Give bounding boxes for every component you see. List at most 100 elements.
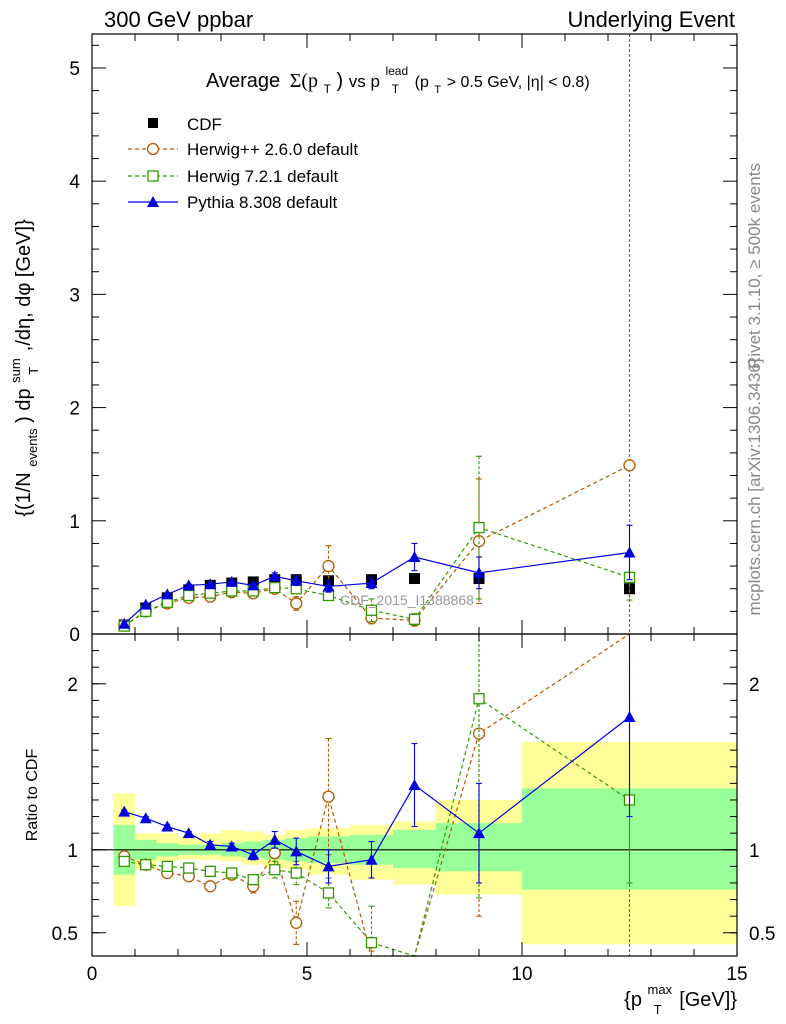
top-point-pythia xyxy=(268,570,281,582)
title-sigma: Σ(p xyxy=(290,70,318,92)
legend-marker-herwig7 xyxy=(147,170,159,182)
analysis-watermark: CDF_2015_I1388868 xyxy=(340,592,474,608)
title-sub-t: T xyxy=(324,82,332,96)
x-axis-label: {p max T [GeV]} xyxy=(624,977,737,1019)
top-y-axis-label: {(1/N events ) dp sum T ,/dη, dφ [GeV]} xyxy=(3,219,43,517)
legend-label-cdf: CDF xyxy=(187,115,222,134)
header-right: Underlying Event xyxy=(567,7,735,32)
top-point-pythia xyxy=(161,588,174,600)
ratio-series-layer xyxy=(118,633,636,957)
legend-label-herwigpp: Herwig++ 2.6.0 default xyxy=(187,140,358,159)
ratio-point-herwig7 xyxy=(365,937,378,949)
top-point-herwigpp xyxy=(322,559,335,573)
ratio-y-tick-label: 1 xyxy=(67,841,78,862)
top-y-tick-label: 3 xyxy=(69,285,80,306)
ratio-point-herwigpp xyxy=(322,790,335,803)
top-point-pythia xyxy=(247,579,260,591)
ratio-point-herwig7 xyxy=(118,855,130,868)
ratio-y-tick-label: 0.5 xyxy=(52,924,78,945)
ratio-point-herwigpp xyxy=(204,880,217,893)
ratio-point-pythia xyxy=(322,860,335,872)
top-point-pythia xyxy=(182,579,195,591)
ylabel-part1: {(1/N xyxy=(13,472,35,516)
top-point-herwig7 xyxy=(183,589,195,602)
ylabel-part3: ,/dη, dφ [GeV]} xyxy=(13,219,35,351)
x-tick-label: 15 xyxy=(726,964,747,985)
ratio-y-tick-label-right: 2 xyxy=(749,675,760,696)
top-point-herwig7 xyxy=(408,613,421,625)
title-cuts: (p xyxy=(415,74,429,91)
ratio-point-herwig7 xyxy=(161,860,173,873)
legend-marker-cdf xyxy=(148,118,158,128)
top-point-pythia xyxy=(322,580,335,592)
top-line-herwig7 xyxy=(123,526,630,627)
ratio-point-pythia xyxy=(204,838,217,850)
title-sub-t2: T xyxy=(392,82,400,96)
ratio-point-pythia xyxy=(182,827,195,839)
title-sub-t3: T xyxy=(434,84,441,96)
top-point-pythia xyxy=(473,566,485,578)
ratio-y-tick-label-right: 0.5 xyxy=(749,924,775,945)
top-y-tick-label: 4 xyxy=(69,172,80,193)
ratio-point-pythia xyxy=(473,827,485,839)
ratio-point-herwig7 xyxy=(269,864,281,876)
ratio-point-herwigpp xyxy=(268,846,281,860)
ratio-y-axis-label: Ratio to CDF xyxy=(24,749,41,842)
ratio-point-pythia xyxy=(247,848,260,860)
ylabel-sup-sum: sum xyxy=(8,358,23,383)
top-point-herwig7 xyxy=(365,604,378,616)
ratio-point-pythia xyxy=(268,833,281,845)
ratio-point-herwig7 xyxy=(473,693,485,705)
top-point-pythia xyxy=(225,575,238,587)
xlabel-part1: {p xyxy=(624,989,642,1011)
legend-label-pythia: Pythia 8.308 default xyxy=(187,193,338,212)
top-point-pythia xyxy=(204,578,217,590)
header-left: 300 GeV ppbar xyxy=(104,7,253,32)
top-point-pythia xyxy=(139,598,152,610)
top-line-pythia xyxy=(123,551,630,625)
ratio-point-herwig7 xyxy=(140,859,152,871)
top-y-tick-label: 1 xyxy=(69,512,80,533)
top-point-cdf xyxy=(409,573,420,585)
ratio-point-herwig7 xyxy=(290,867,302,879)
plot-title: Average Σ(p T ) vs p lead T (p T > 0.5 G… xyxy=(206,58,590,98)
top-pythia xyxy=(118,524,636,629)
ratio-plot-frame xyxy=(91,633,738,957)
top-point-herwig7 xyxy=(473,521,485,534)
title-cuts-rest: > 0.5 GeV, |η| < 0.8) xyxy=(447,74,590,91)
xlabel-part2: [GeV]} xyxy=(679,989,737,1011)
ratio-point-herwig7 xyxy=(322,887,335,899)
ylabel-sub-t: T xyxy=(26,367,41,375)
top-point-pythia xyxy=(623,546,636,558)
ratio-point-pythia xyxy=(408,779,421,791)
ratio-point-pythia xyxy=(118,805,131,817)
x-tick-label: 0 xyxy=(87,964,98,985)
rivet-label: Rivet 3.1.10, ≥ 500k events xyxy=(745,163,764,369)
ratio-point-pythia xyxy=(290,845,303,857)
top-point-pythia xyxy=(118,617,131,629)
ratio-point-pythia xyxy=(225,840,238,852)
ratio-point-herwig7 xyxy=(247,873,259,886)
legend: CDF Herwig++ 2.6.0 default Herwig 7.2.1 … xyxy=(128,115,358,212)
ratio-y-tick-label-right: 1 xyxy=(749,841,760,862)
ratio-point-herwigpp xyxy=(290,916,303,929)
band-green xyxy=(393,829,436,869)
ratio-point-pythia xyxy=(161,820,174,832)
top-y-tick-label: 5 xyxy=(69,59,80,80)
top-point-herwig7 xyxy=(269,581,281,594)
title-close: ) xyxy=(336,70,343,92)
top-y-tick-label: 0 xyxy=(69,625,80,646)
legend-marker-herwigpp xyxy=(146,142,160,156)
ratio-line-herwig7 xyxy=(124,697,630,957)
top-y-tick-label: 2 xyxy=(69,399,80,420)
top-point-herwigpp xyxy=(623,459,636,472)
top-point-herwigpp xyxy=(290,597,303,610)
top-point-pythia xyxy=(290,574,303,586)
x-tick-label: 5 xyxy=(302,964,313,985)
ratio-y-tick-label: 2 xyxy=(67,675,78,696)
ylabel-sub-events: events xyxy=(25,428,40,467)
title-average: Average xyxy=(206,70,280,92)
legend-marker-pythia xyxy=(147,196,159,207)
mcplots-label: mcplots.cern.ch [arXiv:1306.3436] xyxy=(745,358,764,615)
